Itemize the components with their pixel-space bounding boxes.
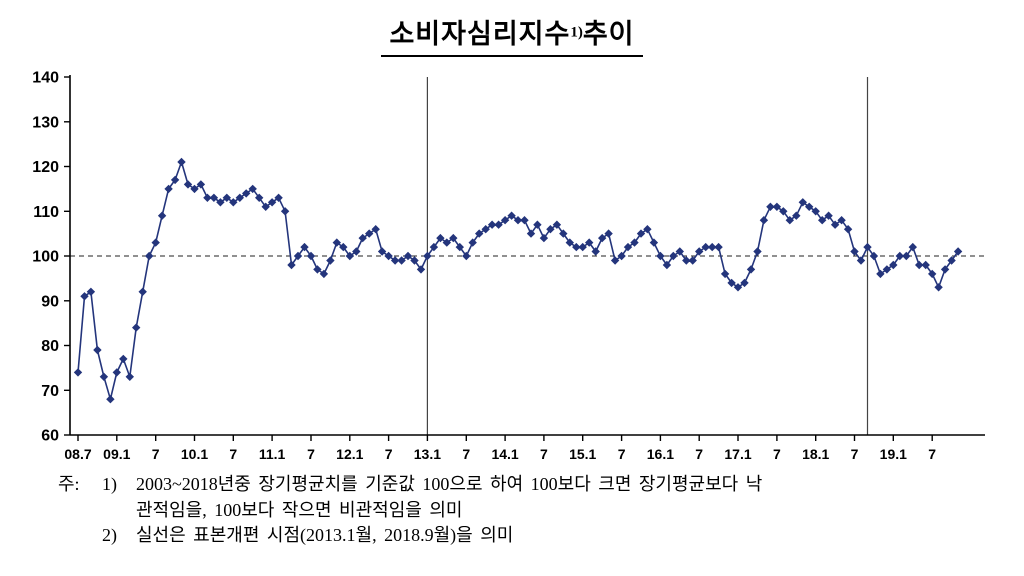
chart-title-tail: 추이	[582, 19, 635, 49]
footnotes: 주: 1) 2003~2018년중 장기평균치를 기준값 100으로 하여 10…	[58, 472, 1024, 549]
x-tick-label: 7	[928, 446, 936, 462]
x-tick-label: 7	[773, 446, 781, 462]
footnote-2-label: 2)	[102, 525, 117, 546]
x-tick-label: 16.1	[647, 446, 674, 462]
spacer	[58, 523, 102, 549]
x-tick-label: 7	[462, 446, 470, 462]
x-tick-label: 18.1	[802, 446, 829, 462]
x-tick-label: 11.1	[259, 446, 286, 462]
footnote-1-line-1: 2003~2018년중 장기평균치를 기준값 100으로 하여 100보다 크면…	[136, 474, 763, 494]
spacer	[102, 498, 136, 524]
chart-title: 소비자심리지수1)추이	[381, 12, 643, 57]
x-tick-label: 13.1	[414, 446, 441, 462]
x-tick-label: 7	[851, 446, 859, 462]
y-tick-label: 60	[41, 428, 59, 445]
x-tick-label: 7	[618, 446, 626, 462]
x-tick-label: 08.7	[64, 446, 91, 462]
title-row: 소비자심리지수1)추이	[0, 0, 1024, 57]
y-tick-label: 80	[41, 338, 59, 355]
footnote-prefix: 주:	[58, 474, 80, 494]
chart-title-footnote-ref: 1)	[570, 24, 583, 41]
x-tick-label: 7	[152, 446, 160, 462]
footnote-2-line-1: 실선은 표본개편 시점(2013.1월, 2018.9월)을 의미	[136, 525, 514, 546]
ccsi-series-markers	[73, 157, 963, 404]
x-tick-label: 14.1	[491, 446, 518, 462]
footnote-1-line-2: 관적임을, 100보다 작으면 비관적임을 의미	[136, 499, 463, 520]
x-tick-label: 7	[307, 446, 315, 462]
x-tick-label: 7	[385, 446, 393, 462]
x-tick-label: 7	[229, 446, 237, 462]
x-tick-label: 10.1	[181, 446, 208, 462]
x-tick-label: 19.1	[880, 446, 907, 462]
y-tick-label: 110	[33, 204, 59, 221]
x-tick-label: 15.1	[569, 446, 596, 462]
x-tick-label: 09.1	[103, 446, 130, 462]
y-tick-label: 120	[32, 159, 59, 176]
footnote-1-label: 1)	[102, 474, 117, 494]
ccsi-line-chart: 60 70 80 90 100 110 120 130 140 08.7 09.1 7 10.1 7 11.…	[32, 70, 985, 462]
y-tick-label: 130	[32, 114, 59, 131]
x-tick-label: 12.1	[336, 446, 363, 462]
y-tick-label: 140	[32, 70, 59, 87]
footnotes-grid: 주: 1) 2003~2018년중 장기평균치를 기준값 100으로 하여 10…	[58, 472, 1024, 549]
y-tick-label: 70	[41, 383, 59, 400]
chart-title-text: 소비자심리지수	[389, 19, 571, 49]
x-tick-label: 7	[540, 446, 548, 462]
x-tick-label: 17.1	[724, 446, 751, 462]
y-tick-label: 100	[32, 249, 59, 266]
chart-area: 60 70 80 90 100 110 120 130 140 08.7 09.1 7 10.1 7 11.…	[0, 61, 1024, 470]
x-tick-label: 7	[695, 446, 703, 462]
spacer	[58, 498, 102, 524]
y-tick-label: 90	[41, 293, 59, 310]
